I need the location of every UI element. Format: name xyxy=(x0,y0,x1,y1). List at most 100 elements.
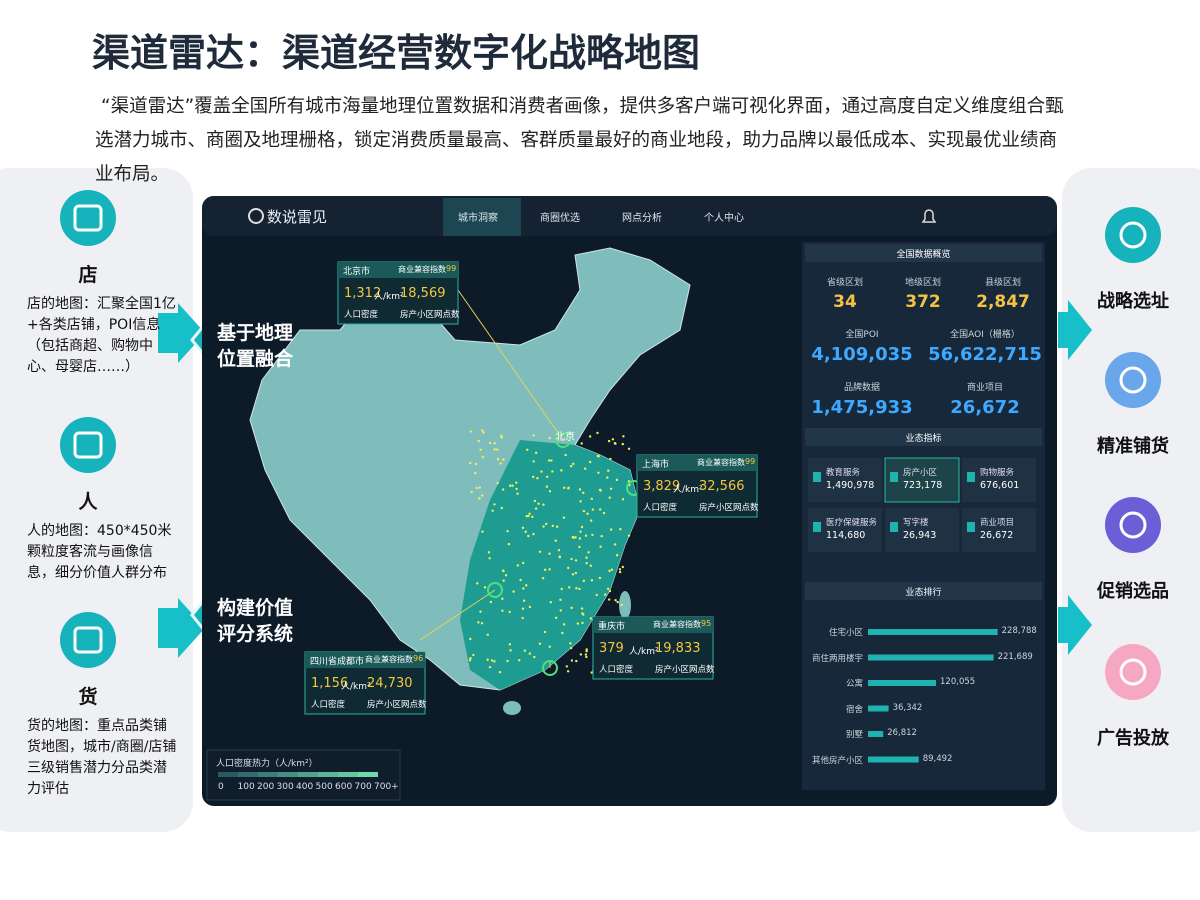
legend-swatch xyxy=(298,772,318,777)
poi-dot xyxy=(606,587,610,590)
callout-density-label: 人口密度 xyxy=(599,665,634,675)
poi-dot xyxy=(581,621,584,625)
poi-dot xyxy=(562,623,566,626)
poi-dot xyxy=(608,598,611,601)
callout-head xyxy=(593,617,713,633)
poi-dot xyxy=(585,561,588,565)
poi-dot xyxy=(502,458,505,461)
poi-dot xyxy=(549,601,552,604)
poi-dot xyxy=(486,633,489,636)
poi-dot xyxy=(550,459,553,462)
poi-dot xyxy=(615,554,619,557)
poi-dot xyxy=(609,487,613,490)
poi-dot xyxy=(558,555,562,558)
poi-dot xyxy=(543,568,547,572)
metric-value: 26,672 xyxy=(980,530,1014,541)
poi-dot xyxy=(528,652,532,655)
callout-score: 96 xyxy=(413,654,424,663)
poi-dot xyxy=(469,637,472,641)
poi-dot xyxy=(589,519,593,522)
stat-label: 省级区划 xyxy=(826,278,863,288)
poi-dot xyxy=(580,607,584,610)
icon-glyph xyxy=(73,204,103,232)
poi-dot xyxy=(568,586,571,589)
poi-dot xyxy=(564,453,567,457)
stat-value: 56,622,715 xyxy=(928,344,1042,365)
nav-item: 网点分析 xyxy=(622,213,662,224)
nav-item: 城市洞察 xyxy=(458,213,498,224)
poi-dot xyxy=(584,653,588,656)
poi-dot xyxy=(469,430,472,433)
poi-dot xyxy=(608,569,611,573)
metric-value: 1,490,978 xyxy=(826,480,875,491)
poi-dot xyxy=(481,455,485,459)
diamond-text: 评分系统 xyxy=(216,623,293,645)
stat-value: 4,109,035 xyxy=(811,344,913,365)
icon-circle xyxy=(1105,644,1161,700)
metric-label: 写字楼 xyxy=(903,518,929,528)
poi-dot xyxy=(516,492,519,495)
title: 渠道雷达：渠道经营数字化战略地图 xyxy=(92,31,701,75)
callout-count: 19,833 xyxy=(655,641,701,656)
legend-swatch xyxy=(358,772,378,777)
stat-value: 2,847 xyxy=(976,292,1030,312)
arrow xyxy=(158,303,205,363)
poi-dot xyxy=(606,476,609,479)
callout-score-label: 商业兼容指数 xyxy=(697,458,745,467)
legend-swatch xyxy=(318,772,338,777)
poi-dot xyxy=(518,659,521,662)
poi-dot xyxy=(536,477,539,480)
poi-dot xyxy=(532,434,535,437)
poi-dot xyxy=(621,565,625,569)
poi-dot xyxy=(488,665,492,669)
callout-city: 北京市 xyxy=(343,267,371,277)
map-east xyxy=(460,440,640,690)
right-label: 广告投放 xyxy=(1097,728,1169,749)
city-point xyxy=(555,432,571,448)
poi-dot xyxy=(571,573,575,576)
poi-dot xyxy=(554,539,557,542)
item-title: 店 xyxy=(78,264,98,286)
poi-dot xyxy=(532,475,535,479)
poi-dot xyxy=(515,487,518,491)
poi-dot xyxy=(540,470,543,473)
rank-bar xyxy=(868,756,919,763)
section-title: 业态指标 xyxy=(905,434,942,444)
poi-dot xyxy=(532,532,535,536)
poi-dot xyxy=(469,657,472,660)
arrow xyxy=(158,598,205,658)
poi-dot xyxy=(523,649,527,652)
stat-label: 商业项目 xyxy=(966,383,1003,393)
poi-dot xyxy=(615,478,619,482)
poi-dot xyxy=(480,429,484,432)
rank-label: 商住两用楼宇 xyxy=(811,653,863,664)
poi-dot xyxy=(515,481,518,484)
poi-dot xyxy=(522,561,525,565)
legend-tick: 400 xyxy=(296,782,314,792)
legend-title: 人口密度热力（人/km²） xyxy=(216,759,318,769)
legend-tick: 100 xyxy=(237,782,255,792)
metric-value: 26,943 xyxy=(903,530,937,541)
poi-dot xyxy=(566,670,570,673)
poi-dot xyxy=(580,525,584,529)
rank-label: 住宅小区 xyxy=(828,628,863,638)
poi-dot xyxy=(591,508,595,511)
metric-icon xyxy=(967,522,975,532)
city-point xyxy=(542,660,558,676)
poi-dot xyxy=(565,665,569,668)
poi-dot xyxy=(481,494,484,497)
connector xyxy=(457,289,564,441)
poi-dot xyxy=(578,545,581,549)
poi-dot xyxy=(508,610,511,614)
poi-dot xyxy=(579,500,582,503)
poi-dot xyxy=(575,587,578,590)
poi-dot xyxy=(621,498,625,501)
poi-dot xyxy=(504,574,508,577)
poi-dot xyxy=(475,486,479,490)
poi-dot xyxy=(487,551,491,554)
callout-unit: 人/km² xyxy=(341,682,371,692)
poi-dot xyxy=(544,522,548,526)
legend-swatch xyxy=(218,772,238,777)
poi-dot xyxy=(534,451,538,455)
logo: 数说雷见 xyxy=(267,208,328,226)
